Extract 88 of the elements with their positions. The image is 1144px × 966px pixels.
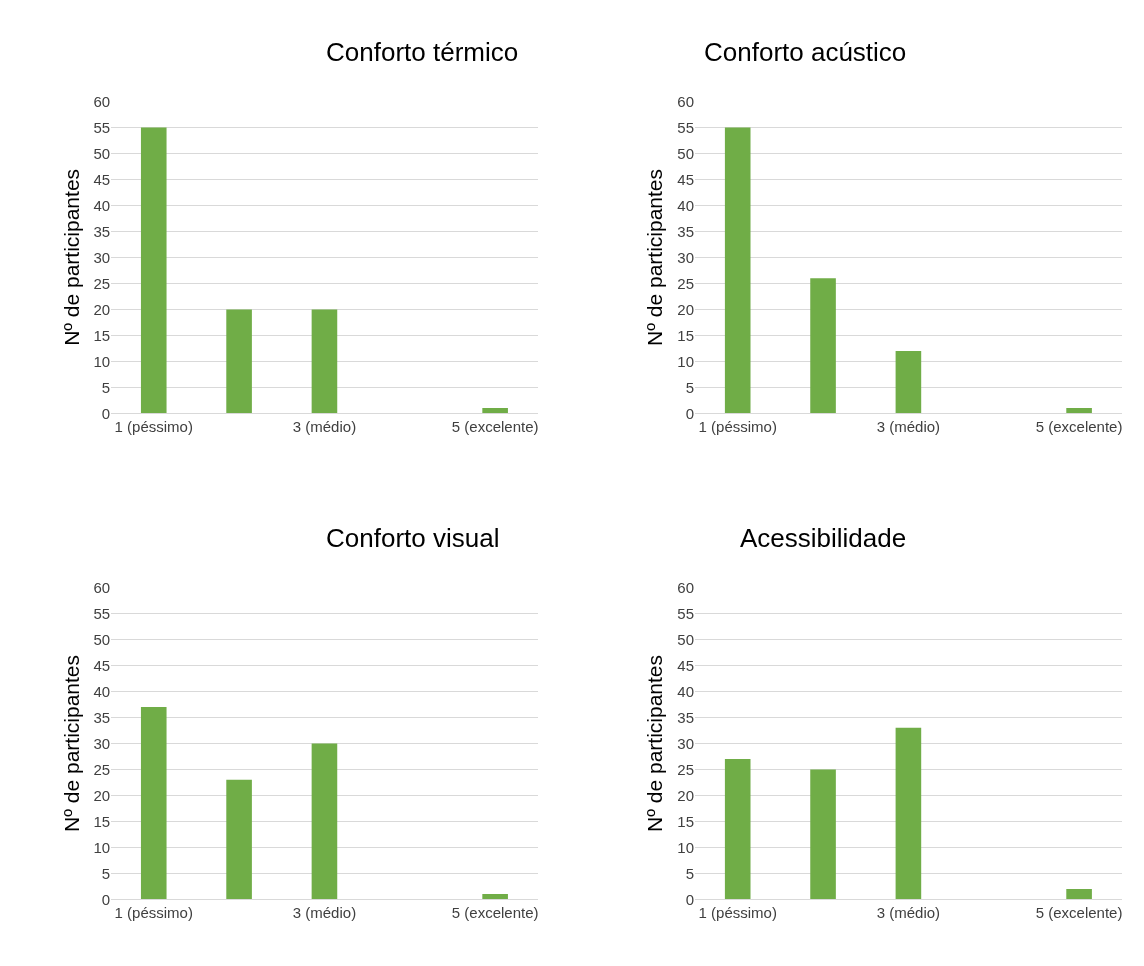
x-tick-label: 5 (excelente) (451, 904, 539, 922)
y-tick-label: 15 (677, 326, 695, 344)
chart-title: Conforto visual (326, 523, 500, 553)
y-tick-label: 0 (101, 404, 111, 422)
y-tick-label: 20 (677, 300, 695, 318)
x-tick-label: 1 (péssimo) (114, 418, 193, 436)
y-tick-label: 30 (93, 734, 111, 752)
y-tick-label: 30 (677, 734, 695, 752)
chart-title: Acessibilidade (740, 523, 907, 553)
y-tick-label: 40 (677, 196, 695, 214)
bar (724, 759, 751, 900)
y-tick-label: 35 (93, 708, 111, 726)
y-tick-label: 60 (677, 92, 695, 110)
y-tick-label: 60 (93, 578, 111, 596)
y-tick-label: 20 (93, 300, 111, 318)
bar (482, 408, 508, 414)
chart-title: Conforto acústico (704, 37, 907, 67)
x-tick-label: 1 (péssimo) (698, 418, 777, 436)
x-tick-label: 1 (péssimo) (698, 904, 777, 922)
bar (724, 127, 751, 414)
y-tick-label: 15 (93, 812, 111, 830)
y-tick-label: 35 (93, 222, 111, 240)
y-axis-title: Nº de participantes (643, 168, 667, 346)
y-tick-label: 35 (677, 222, 695, 240)
bar (1066, 408, 1092, 414)
y-tick-label: 50 (677, 144, 695, 162)
y-tick-label: 45 (677, 656, 695, 674)
y-tick-label: 30 (93, 248, 111, 266)
y-tick-label: 45 (93, 656, 111, 674)
y-tick-label: 25 (677, 760, 695, 778)
y-tick-label: 15 (677, 812, 695, 830)
y-tick-label: 5 (685, 378, 695, 396)
y-tick-label: 55 (93, 118, 111, 136)
y-axis-title: Nº de participantes (643, 654, 667, 832)
y-tick-label: 25 (677, 274, 695, 292)
bar (810, 769, 836, 900)
y-tick-label: 0 (685, 404, 695, 422)
bar (140, 707, 167, 900)
y-tick-label: 45 (93, 170, 111, 188)
y-tick-label: 0 (685, 890, 695, 908)
y-tick-label: 55 (677, 118, 695, 136)
y-tick-label: 40 (677, 682, 695, 700)
bar (140, 127, 167, 414)
x-tick-label: 3 (médio) (876, 418, 941, 436)
y-tick-label: 45 (677, 170, 695, 188)
y-tick-label: 55 (677, 604, 695, 622)
bar (1066, 888, 1092, 900)
bar (226, 309, 252, 414)
y-tick-label: 10 (93, 352, 111, 370)
bar (810, 278, 836, 414)
bar (311, 743, 338, 900)
y-tick-label: 50 (93, 630, 111, 648)
x-tick-label: 5 (excelente) (451, 418, 539, 436)
x-tick-label: 3 (médio) (292, 904, 357, 922)
y-axis-title: Nº de participantes (59, 168, 83, 346)
bar (895, 350, 922, 414)
bar (482, 894, 508, 900)
y-tick-label: 30 (677, 248, 695, 266)
y-tick-label: 55 (93, 604, 111, 622)
y-tick-label: 20 (677, 786, 695, 804)
y-tick-label: 5 (101, 378, 111, 396)
x-tick-label: 5 (excelente) (1035, 418, 1123, 436)
y-tick-label: 25 (93, 760, 111, 778)
y-tick-label: 60 (677, 578, 695, 596)
y-tick-label: 20 (93, 786, 111, 804)
y-tick-label: 0 (101, 890, 111, 908)
y-tick-label: 40 (93, 196, 111, 214)
y-tick-label: 40 (93, 682, 111, 700)
chart-title: Conforto térmico (326, 37, 519, 67)
y-tick-label: 15 (93, 326, 111, 344)
x-tick-label: 3 (médio) (292, 418, 357, 436)
x-tick-label: 1 (péssimo) (114, 904, 193, 922)
y-axis-title: Nº de participantes (59, 654, 83, 832)
y-tick-label: 10 (677, 838, 695, 856)
bar (311, 309, 338, 414)
y-tick-label: 35 (677, 708, 695, 726)
y-tick-label: 5 (101, 864, 111, 882)
x-tick-label: 5 (excelente) (1035, 904, 1123, 922)
x-tick-label: 3 (médio) (876, 904, 941, 922)
y-tick-label: 50 (93, 144, 111, 162)
y-tick-label: 50 (677, 630, 695, 648)
bar (895, 727, 922, 900)
y-tick-label: 10 (93, 838, 111, 856)
y-tick-label: 60 (93, 92, 111, 110)
y-tick-label: 25 (93, 274, 111, 292)
y-tick-label: 10 (677, 352, 695, 370)
y-tick-label: 5 (685, 864, 695, 882)
bar (226, 779, 252, 900)
